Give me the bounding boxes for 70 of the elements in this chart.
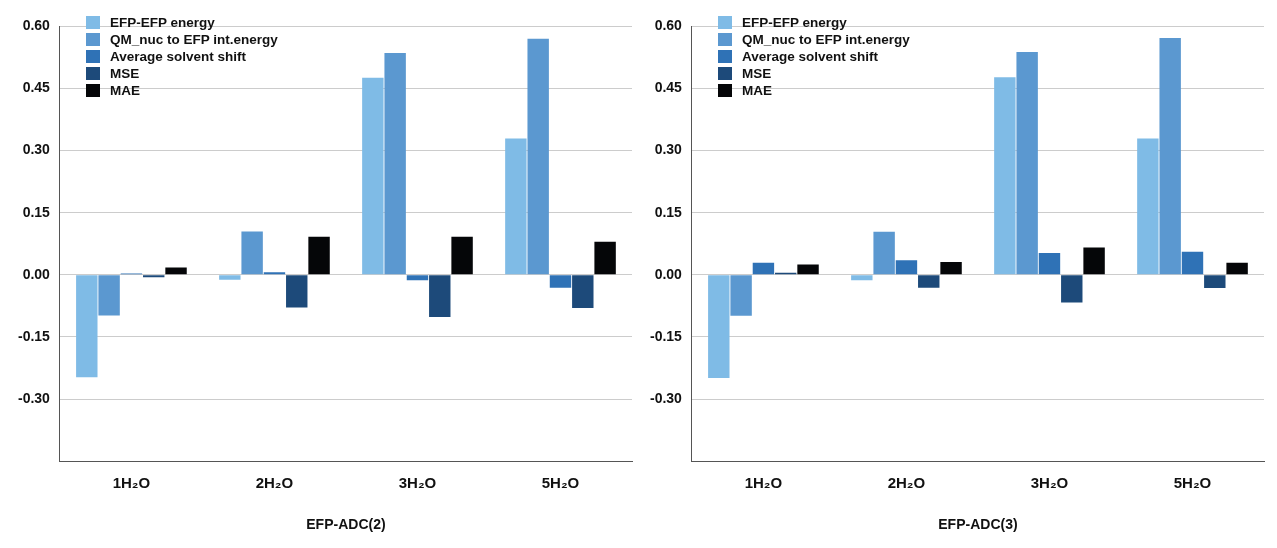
- y-tick-label: 0.30: [22, 141, 51, 158]
- bar: [708, 275, 730, 378]
- bar: [165, 267, 187, 275]
- bar: [384, 52, 406, 275]
- bar: [752, 262, 775, 275]
- x-tick-label: 5H₂O: [1173, 474, 1212, 492]
- bar: [1038, 252, 1061, 275]
- legend-label: MSE: [110, 65, 140, 82]
- bar: [505, 138, 527, 275]
- bar: [429, 275, 451, 318]
- y-tick-label: 0.45: [654, 79, 683, 96]
- bar: [76, 275, 98, 378]
- y-tick-label: -0.15: [17, 327, 51, 344]
- bar: [308, 236, 330, 275]
- legend-label: MSE: [742, 65, 772, 82]
- bar: [1083, 247, 1105, 275]
- bar: [851, 275, 873, 281]
- bar: [241, 231, 263, 275]
- legend-label: QM_nuc to EFP int.energy: [742, 31, 910, 48]
- legend-label: EFP-EFP energy: [742, 14, 847, 31]
- bar: [286, 275, 308, 308]
- y-tick-label: -0.30: [649, 389, 683, 406]
- bar: [572, 275, 594, 308]
- y-tick-label: 0.60: [22, 17, 51, 34]
- legend-label: Average solvent shift: [742, 48, 879, 65]
- bar: [730, 275, 752, 316]
- legend-label: Average solvent shift: [110, 48, 247, 65]
- bar: [1226, 262, 1248, 275]
- x-tick-label: 3H₂O: [1030, 474, 1069, 492]
- x-axis-title: EFP-ADC(2): [306, 516, 386, 533]
- bar: [549, 275, 572, 288]
- y-tick-label: 0.60: [654, 17, 683, 34]
- x-tick-label: 2H₂O: [887, 474, 926, 492]
- y-tick-label: 0.15: [654, 203, 683, 220]
- x-tick-label: 3H₂O: [398, 474, 437, 492]
- bar: [451, 236, 473, 275]
- bar: [1181, 251, 1204, 275]
- x-tick-label: 1H₂O: [744, 474, 783, 492]
- y-tick-label: -0.30: [17, 389, 51, 406]
- x-tick-label: 5H₂O: [541, 474, 580, 492]
- y-tick-label: -0.15: [649, 327, 683, 344]
- bar: [918, 275, 940, 288]
- y-tick-label: 0.15: [22, 203, 51, 220]
- bar: [1016, 52, 1038, 275]
- bar: [940, 262, 962, 275]
- bar: [797, 264, 819, 275]
- bar: [594, 241, 616, 275]
- bar: [406, 275, 429, 281]
- y-tick-label: 0.45: [22, 79, 51, 96]
- y-tick-label: 0.30: [654, 141, 683, 158]
- y-tick-label: 0.00: [654, 265, 683, 282]
- bar: [1204, 275, 1226, 289]
- y-tick-label: 0.00: [22, 265, 51, 282]
- bar: [994, 77, 1016, 275]
- bar: [895, 260, 918, 275]
- bar: [362, 77, 384, 275]
- bar: [527, 38, 549, 275]
- x-tick-label: 1H₂O: [112, 474, 151, 492]
- legend-label: MAE: [110, 82, 140, 99]
- legend-label: QM_nuc to EFP int.energy: [110, 31, 278, 48]
- legend-label: MAE: [742, 82, 772, 99]
- x-tick-label: 2H₂O: [255, 474, 294, 492]
- bar: [1061, 275, 1083, 303]
- legend-label: EFP-EFP energy: [110, 14, 215, 31]
- bar: [1159, 38, 1181, 275]
- bar: [219, 275, 241, 280]
- bar: [98, 275, 120, 316]
- bar: [873, 231, 895, 275]
- bar: [1137, 138, 1159, 275]
- x-axis-title: EFP-ADC(3): [938, 516, 1018, 533]
